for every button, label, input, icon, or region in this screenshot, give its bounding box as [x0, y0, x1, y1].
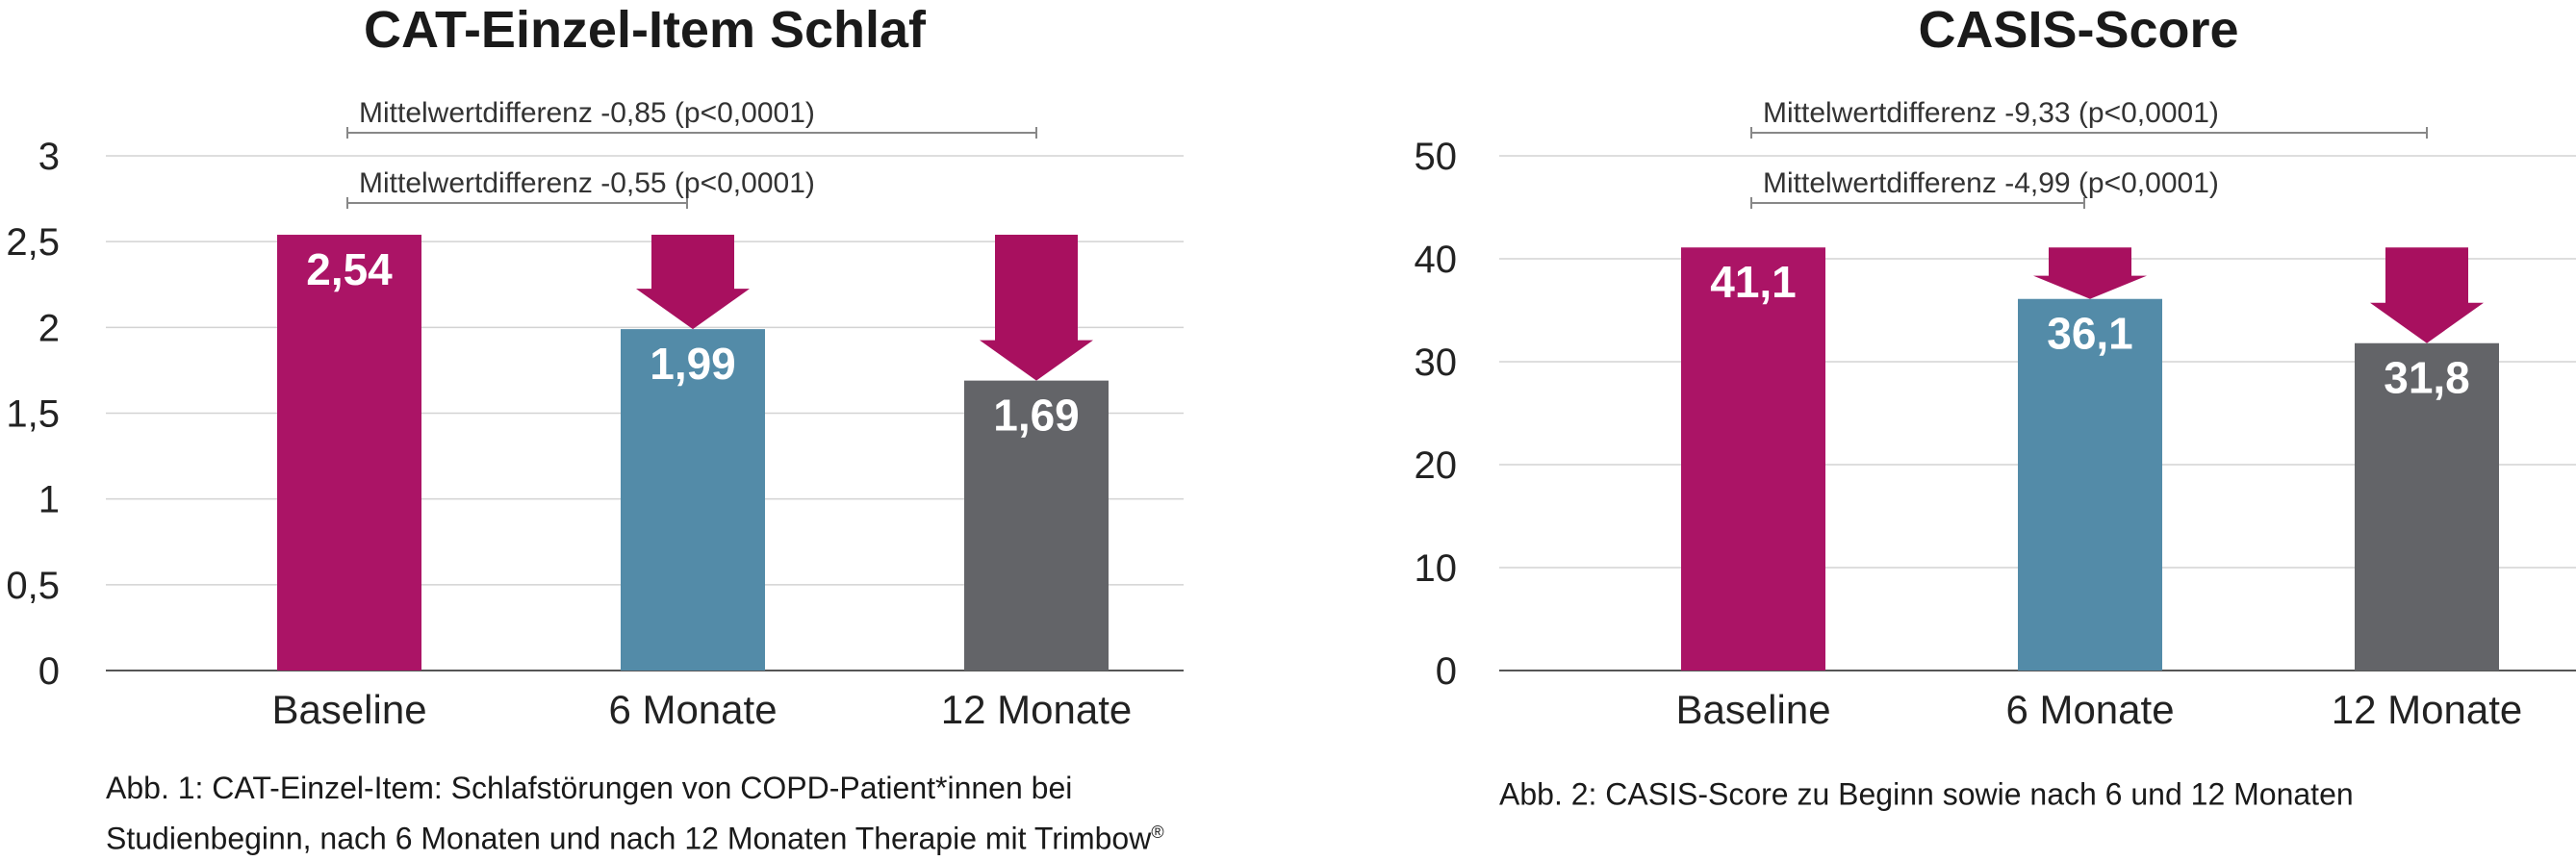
y-tick-label: 20 — [1415, 444, 1458, 487]
category-label: 6 Monate — [608, 687, 777, 732]
annotation-label: Mittelwertdifferenz -9,33 (p<0,0001) — [1763, 97, 2219, 129]
decrease-arrow-icon — [636, 235, 750, 330]
bar — [621, 329, 765, 671]
y-tick-label: 0 — [1436, 650, 1457, 693]
bar-value-label: 1,69 — [993, 391, 1080, 441]
figure-caption: Abb. 2: CASIS-Score zu Beginn sowie nach… — [1499, 766, 2558, 817]
category-label: Baseline — [271, 687, 426, 732]
registered-mark: ® — [1151, 823, 1164, 842]
category-label: 6 Monate — [2005, 687, 2174, 732]
y-tick-label: 3 — [38, 136, 60, 178]
y-tick-label: 2,5 — [6, 221, 60, 264]
bar-value-label: 36,1 — [2047, 309, 2133, 359]
chart-panel-cat: CAT-Einzel-Item Schlaf 0 0,5 1 1,5 2 2,5 3 2,54… — [0, 0, 1280, 856]
chart-title: CAT-Einzel-Item Schlaf — [363, 1, 927, 59]
category-label: 12 Monate — [941, 687, 1132, 732]
bar — [277, 235, 421, 671]
bar — [964, 380, 1109, 671]
y-tick-label: 1 — [38, 479, 60, 521]
y-tick-label: 40 — [1415, 239, 1458, 281]
annotation-label: Mittelwertdifferenz -0,85 (p<0,0001) — [359, 97, 815, 129]
y-tick-label: 50 — [1415, 136, 1458, 178]
caption-text: Abb. 1: CAT-Einzel-Item: Schlafstörungen… — [106, 771, 1152, 856]
y-tick-label: 0 — [38, 650, 60, 693]
chart-panel-casis: CASIS-Score 0 10 20 30 40 50 41,1 Baseline 36,1 6… — [1376, 0, 2576, 852]
bar-value-label: 31,8 — [2384, 353, 2470, 403]
bar-value-label: 2,54 — [306, 244, 393, 294]
chart-title: CASIS-Score — [1918, 1, 2239, 59]
figure-caption: Abb. 1: CAT-Einzel-Item: Schlafstörungen… — [106, 766, 1261, 861]
y-tick-label: 1,5 — [6, 393, 60, 436]
y-tick-label: 10 — [1415, 547, 1458, 590]
annotation-label: Mittelwertdifferenz -0,55 (p<0,0001) — [359, 167, 815, 199]
y-tick-label: 30 — [1415, 342, 1458, 384]
category-label: Baseline — [1675, 687, 1830, 732]
bar-chart-casis: 0 10 20 30 40 50 41,1 Baseline 36,1 6 Monate 31,8 1… — [1415, 97, 2576, 732]
bar-value-label: 1,99 — [650, 339, 736, 389]
bar-value-label: 41,1 — [1710, 257, 1797, 307]
decrease-arrow-icon — [980, 235, 1093, 381]
y-tick-label: 0,5 — [6, 565, 60, 607]
bar — [2018, 298, 2162, 671]
annotation-label: Mittelwertdifferenz -4,99 (p<0,0001) — [1763, 167, 2219, 199]
y-tick-label: 2 — [38, 307, 60, 349]
bar — [1681, 247, 1825, 671]
category-label: 12 Monate — [2332, 687, 2522, 732]
decrease-arrow-icon — [2033, 247, 2147, 299]
decrease-arrow-icon — [2370, 247, 2484, 343]
bar-chart-cat: 0 0,5 1 1,5 2 2,5 3 2,54 Baseline 1,99 6 Monate 1,6… — [6, 97, 1184, 732]
caption-text: Abb. 2: CASIS-Score zu Beginn sowie nach… — [1499, 776, 2354, 812]
bar — [2355, 342, 2499, 671]
